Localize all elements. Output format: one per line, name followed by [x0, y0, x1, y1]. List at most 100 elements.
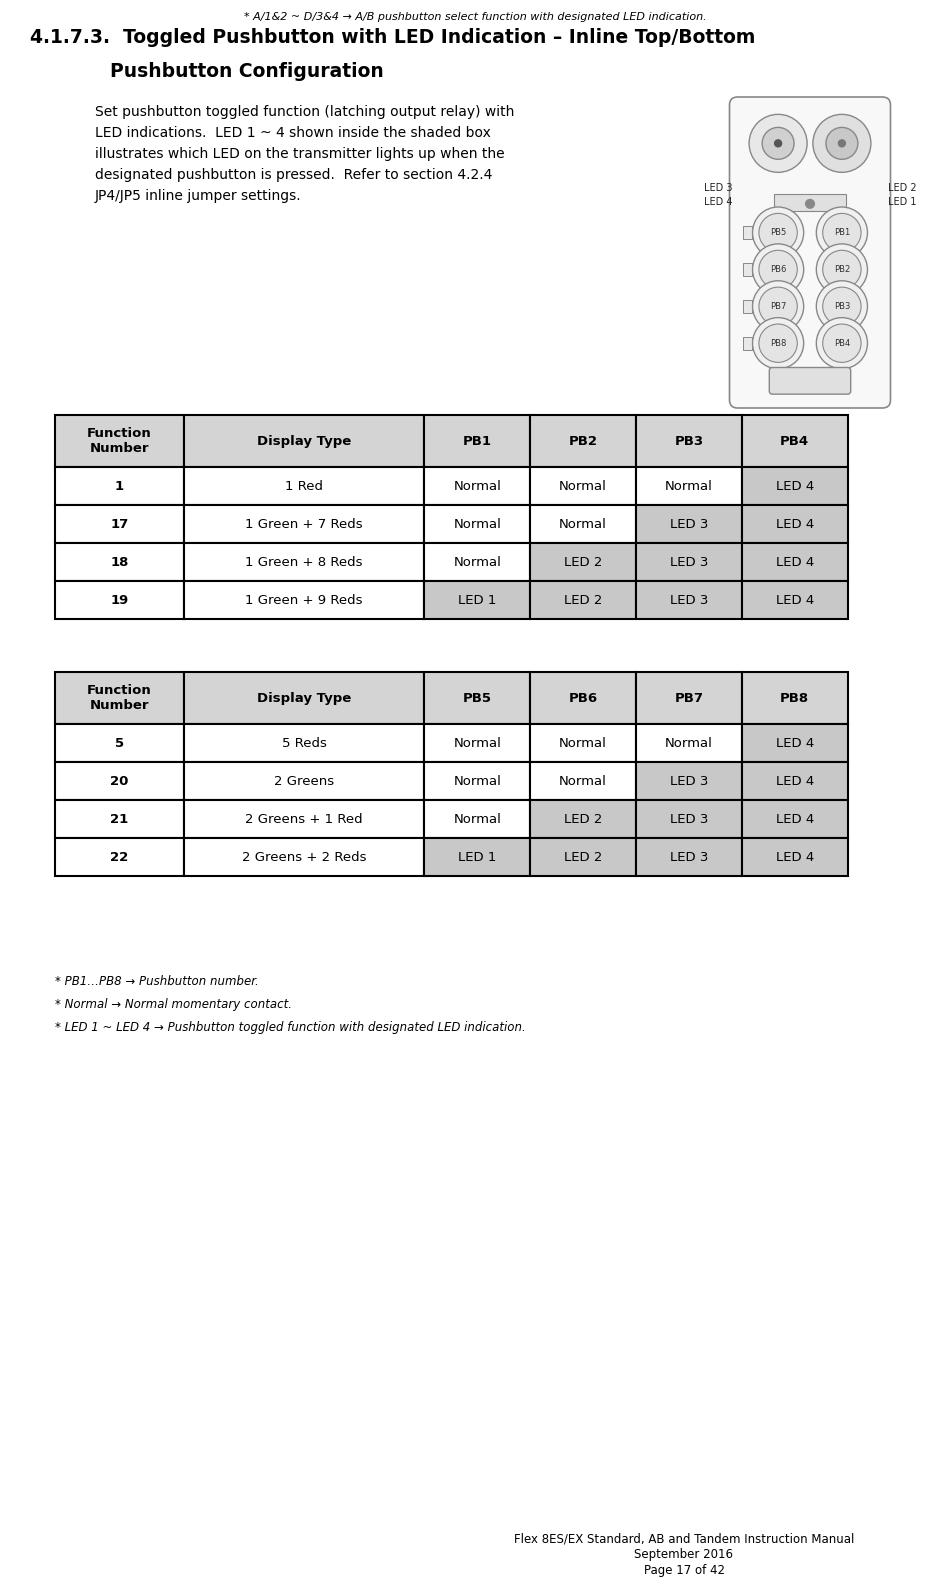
Text: LED 3: LED 3 — [704, 183, 732, 193]
Text: * Normal → Normal momentary contact.: * Normal → Normal momentary contact. — [55, 998, 292, 1011]
Bar — [530, 467, 636, 505]
Bar — [636, 544, 742, 580]
Bar — [636, 467, 742, 505]
Circle shape — [823, 324, 861, 362]
Circle shape — [762, 128, 794, 159]
Text: Normal: Normal — [453, 480, 502, 493]
Text: PB3: PB3 — [834, 301, 850, 311]
Circle shape — [759, 324, 797, 362]
Circle shape — [816, 281, 867, 332]
Bar — [530, 800, 636, 838]
Text: Normal: Normal — [453, 555, 502, 569]
Text: PB7: PB7 — [674, 692, 703, 705]
Bar — [183, 673, 425, 724]
Text: LED 3: LED 3 — [670, 593, 708, 606]
Bar — [530, 762, 636, 800]
Bar — [530, 414, 636, 467]
Text: LED 3: LED 3 — [670, 518, 708, 531]
Circle shape — [823, 250, 861, 289]
Bar — [530, 724, 636, 762]
Text: PB1: PB1 — [463, 435, 492, 448]
Text: Normal: Normal — [665, 736, 712, 749]
Text: designated pushbutton is pressed.  Refer to section 4.2.4: designated pushbutton is pressed. Refer … — [95, 167, 492, 182]
FancyBboxPatch shape — [770, 368, 850, 394]
Bar — [183, 544, 425, 580]
Bar — [55, 762, 183, 800]
Bar — [55, 838, 183, 877]
Text: PB2: PB2 — [569, 435, 598, 448]
Circle shape — [826, 128, 858, 159]
Text: Display Type: Display Type — [256, 435, 352, 448]
Text: LED 4: LED 4 — [775, 480, 814, 493]
Bar — [742, 505, 847, 544]
Text: 18: 18 — [110, 555, 128, 569]
Circle shape — [759, 287, 797, 325]
Text: Normal: Normal — [560, 775, 607, 787]
Circle shape — [806, 199, 814, 209]
Text: LED 2: LED 2 — [564, 555, 602, 569]
Text: LED 4: LED 4 — [775, 593, 814, 606]
Text: LED 4: LED 4 — [704, 198, 732, 207]
Text: Normal: Normal — [453, 775, 502, 787]
Bar — [742, 673, 847, 724]
Text: LED 2: LED 2 — [564, 813, 602, 826]
Bar — [742, 800, 847, 838]
Bar — [183, 838, 425, 877]
Text: LED 4: LED 4 — [775, 813, 814, 826]
Text: Function
Number: Function Number — [87, 427, 152, 454]
Circle shape — [823, 214, 861, 252]
Bar — [636, 673, 742, 724]
Bar — [636, 414, 742, 467]
Bar — [425, 800, 530, 838]
Bar — [183, 580, 425, 618]
Text: September 2016: September 2016 — [635, 1548, 733, 1561]
Text: LED 3: LED 3 — [670, 813, 708, 826]
Bar — [55, 414, 183, 467]
Bar — [742, 838, 847, 877]
Text: LED 1: LED 1 — [458, 593, 497, 606]
Text: Page 17 of 42: Page 17 of 42 — [643, 1564, 725, 1576]
Bar — [636, 580, 742, 618]
Bar — [425, 838, 530, 877]
Text: JP4/JP5 inline jumper settings.: JP4/JP5 inline jumper settings. — [95, 190, 302, 202]
Circle shape — [813, 115, 871, 172]
Circle shape — [752, 317, 804, 368]
Text: PB8: PB8 — [770, 338, 787, 347]
Text: Normal: Normal — [453, 813, 502, 826]
Bar — [55, 544, 183, 580]
Circle shape — [759, 214, 797, 252]
Bar — [742, 544, 847, 580]
Bar — [425, 505, 530, 544]
Text: 1 Green + 9 Reds: 1 Green + 9 Reds — [245, 593, 363, 606]
Text: PB7: PB7 — [770, 301, 787, 311]
Bar — [55, 800, 183, 838]
Bar — [742, 414, 847, 467]
Text: PB4: PB4 — [834, 338, 850, 347]
Circle shape — [752, 207, 804, 258]
Text: 1 Green + 7 Reds: 1 Green + 7 Reds — [245, 518, 363, 531]
Text: Normal: Normal — [453, 736, 502, 749]
Text: PB8: PB8 — [780, 692, 809, 705]
Text: 21: 21 — [110, 813, 128, 826]
Bar — [530, 673, 636, 724]
Text: 1 Red: 1 Red — [285, 480, 323, 493]
Bar — [742, 762, 847, 800]
Bar — [183, 762, 425, 800]
Text: PB5: PB5 — [770, 228, 787, 238]
Bar — [425, 724, 530, 762]
Bar — [636, 800, 742, 838]
Text: LED 1: LED 1 — [887, 198, 916, 207]
Text: PB2: PB2 — [834, 265, 850, 274]
Text: Normal: Normal — [665, 480, 712, 493]
Circle shape — [816, 244, 867, 295]
Circle shape — [816, 317, 867, 368]
Bar — [636, 838, 742, 877]
Bar — [742, 467, 847, 505]
Bar — [530, 544, 636, 580]
Text: Normal: Normal — [560, 518, 607, 531]
Text: * LED 1 ~ LED 4 → Pushbutton toggled function with designated LED indication.: * LED 1 ~ LED 4 → Pushbutton toggled fun… — [55, 1022, 525, 1035]
Bar — [743, 300, 752, 312]
Text: LED 1: LED 1 — [458, 851, 497, 864]
Bar — [425, 467, 530, 505]
Text: LED 4: LED 4 — [775, 736, 814, 749]
